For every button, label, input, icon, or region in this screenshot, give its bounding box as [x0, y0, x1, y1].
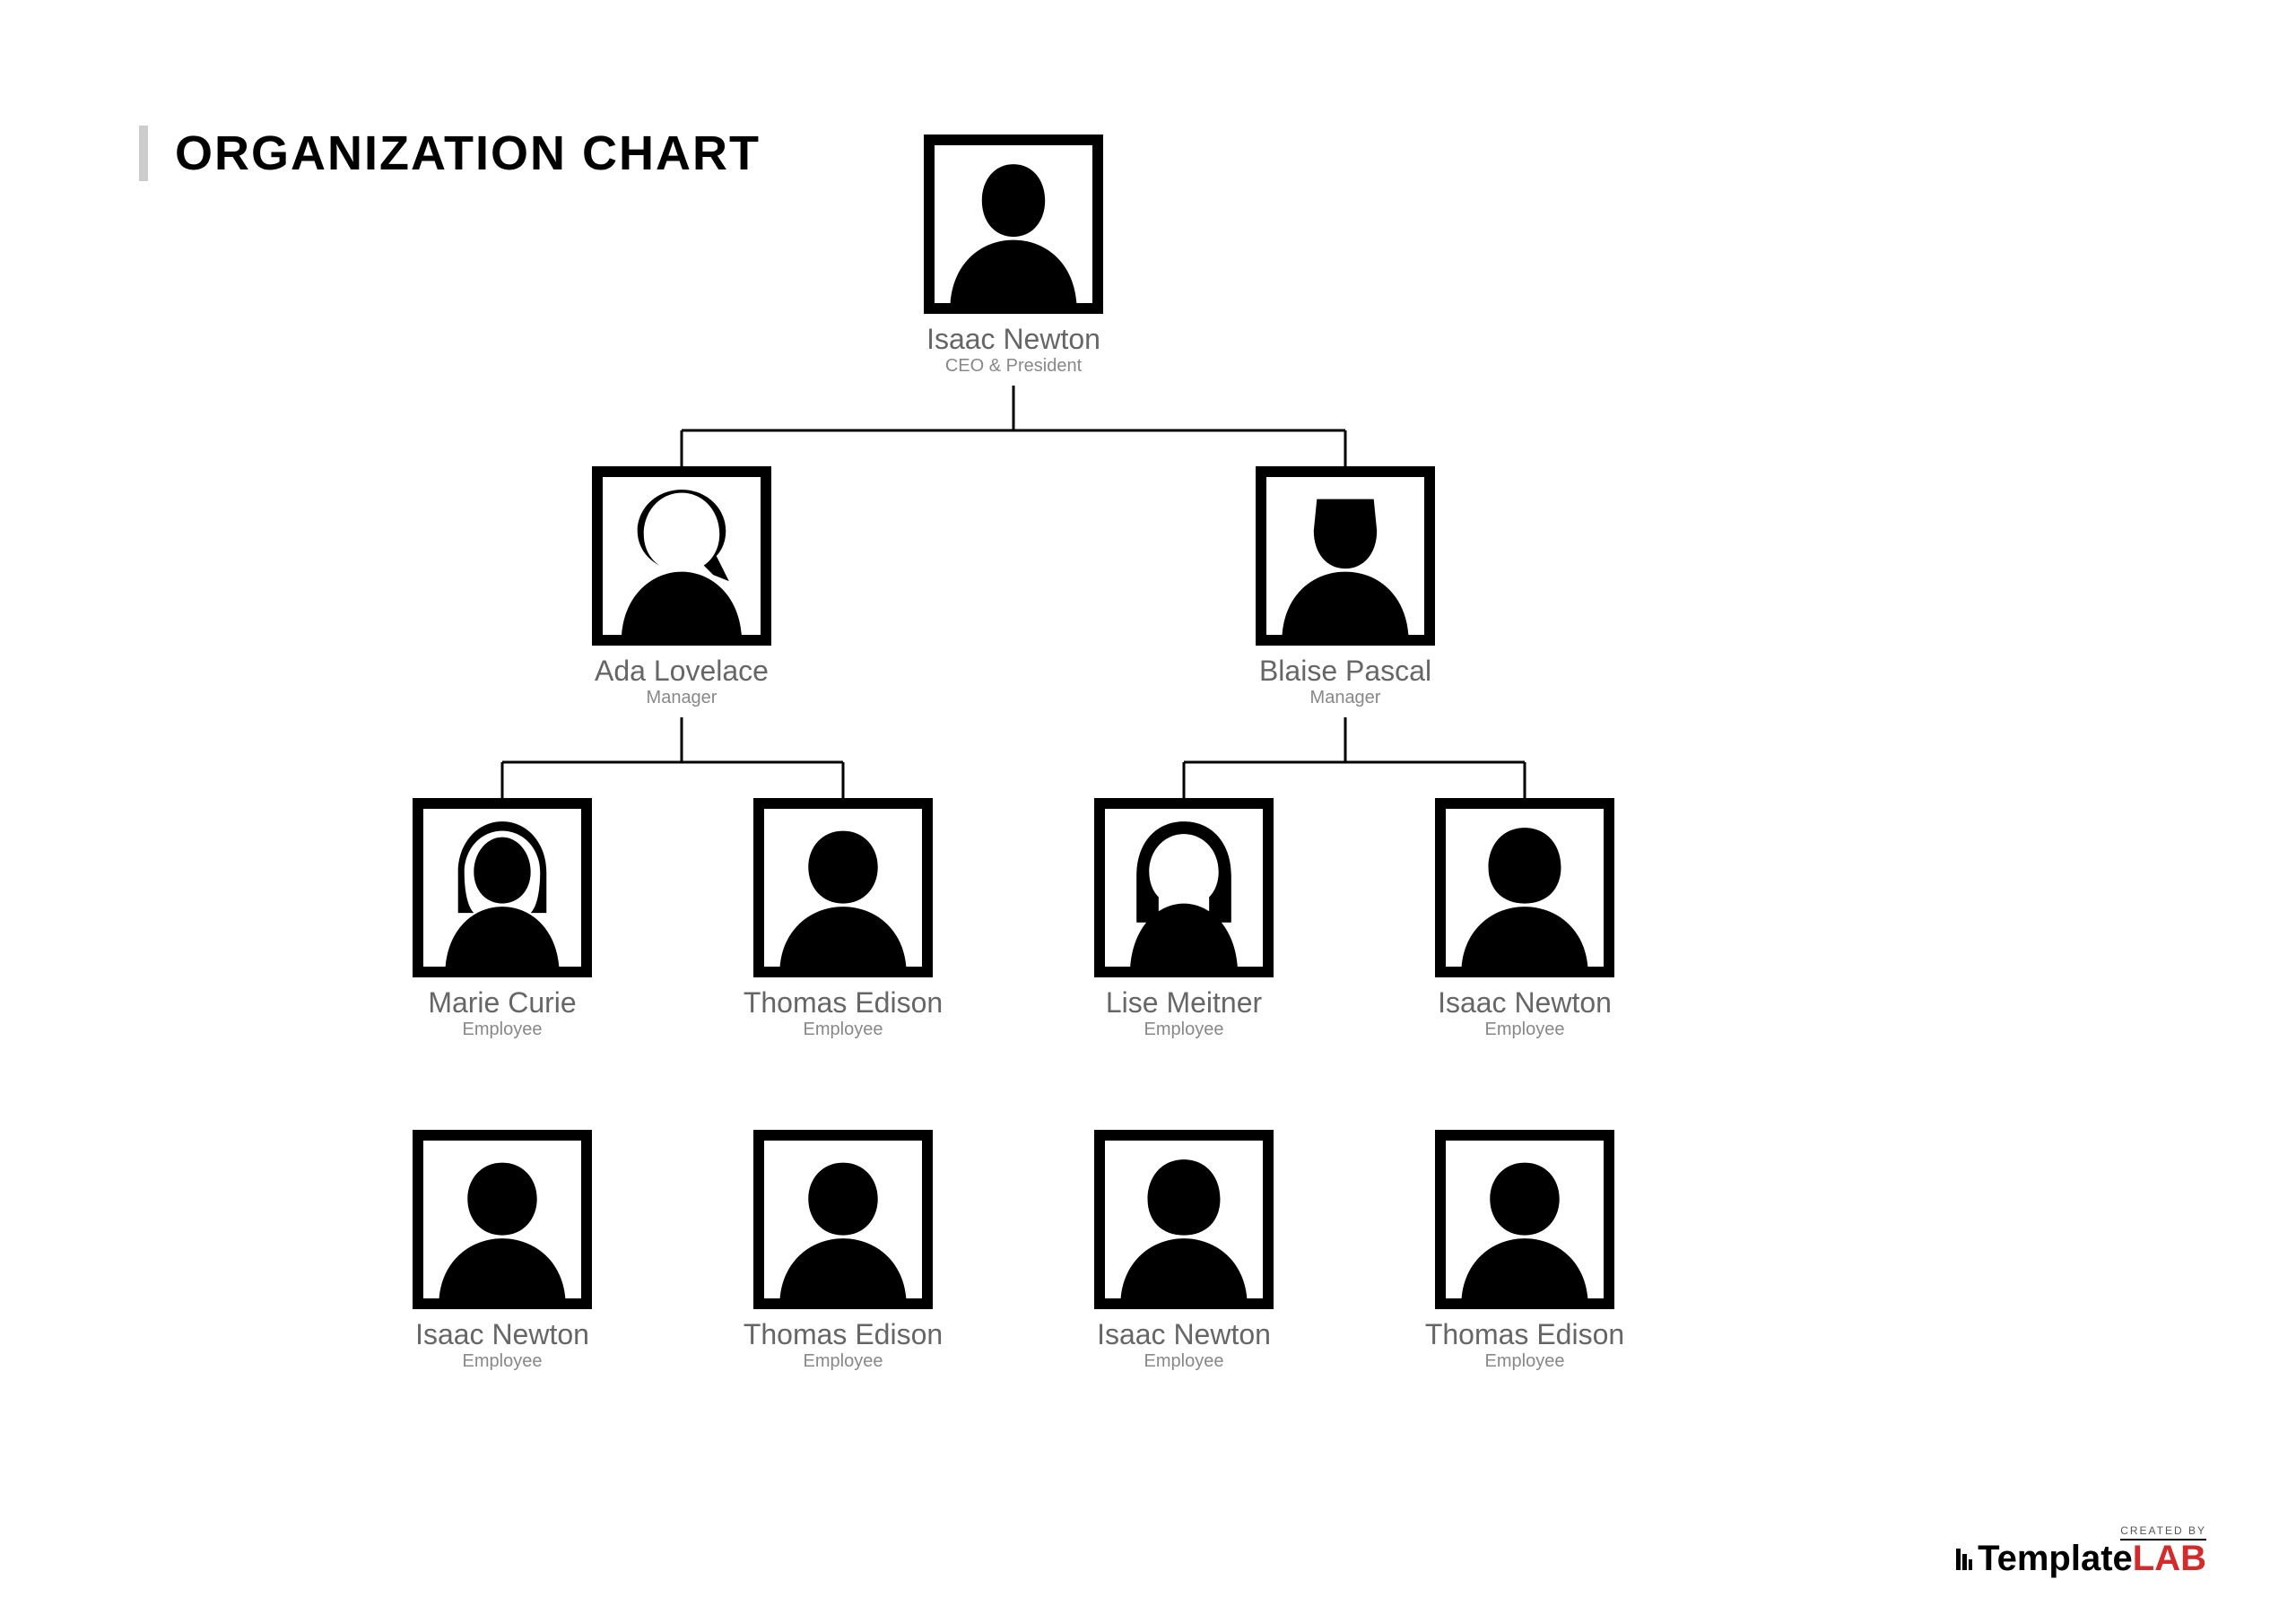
avatar-frame — [1435, 1130, 1614, 1309]
footer-brand: TemplateLAB — [1956, 1541, 2206, 1578]
person-role: Employee — [1390, 1020, 1659, 1040]
org-node-emp_c2: Thomas EdisonEmployee — [709, 1130, 978, 1372]
person-name: Isaac Newton — [1390, 986, 1659, 1020]
avatar-frame — [413, 1130, 592, 1309]
org-node-emp_c3: Isaac NewtonEmployee — [1049, 1130, 1318, 1372]
avatar-silhouette-icon — [1105, 1141, 1263, 1298]
person-name: Isaac Newton — [879, 323, 1148, 356]
org-chart-page: ORGANIZATION CHART Isaac NewtonCEO & Pre… — [0, 0, 2296, 1623]
avatar-silhouette-icon — [1446, 1141, 1604, 1298]
connector-path — [1184, 717, 1525, 798]
person-role: CEO & President — [879, 356, 1148, 377]
org-node-mgr1: Ada LovelaceManager — [547, 466, 816, 708]
person-role: Employee — [1049, 1351, 1318, 1372]
org-node-emp_a1: Marie CurieEmployee — [368, 798, 637, 1040]
connector-path — [682, 386, 1345, 466]
person-name: Isaac Newton — [368, 1318, 637, 1351]
avatar-silhouette-icon — [1446, 809, 1604, 967]
person-role: Manager — [547, 688, 816, 708]
footer-brand-b: LAB — [2133, 1539, 2206, 1578]
person-role: Employee — [368, 1351, 637, 1372]
org-node-emp_b1: Lise MeitnerEmployee — [1049, 798, 1318, 1040]
person-role: Employee — [709, 1020, 978, 1040]
avatar-silhouette-icon — [764, 809, 922, 967]
avatar-silhouette-icon — [603, 477, 761, 635]
org-node-ceo: Isaac NewtonCEO & President — [879, 135, 1148, 377]
org-node-emp_a2: Thomas EdisonEmployee — [709, 798, 978, 1040]
avatar-frame — [1256, 466, 1435, 646]
avatar-silhouette-icon — [423, 1141, 581, 1298]
avatar-silhouette-icon — [1105, 809, 1263, 967]
avatar-frame — [1094, 798, 1274, 977]
person-role: Manager — [1211, 688, 1480, 708]
person-name: Thomas Edison — [1390, 1318, 1659, 1351]
org-node-emp_b2: Isaac NewtonEmployee — [1390, 798, 1659, 1040]
footer-branding: CREATED BY TemplateLAB — [1956, 1523, 2206, 1578]
footer-brand-bar-icon — [1956, 1542, 1972, 1578]
person-name: Marie Curie — [368, 986, 637, 1020]
person-name: Thomas Edison — [709, 1318, 978, 1351]
person-role: Employee — [709, 1351, 978, 1372]
org-node-mgr2: Blaise PascalManager — [1211, 466, 1480, 708]
person-name: Blaise Pascal — [1211, 655, 1480, 688]
footer-brand-a: Template — [1978, 1539, 2133, 1578]
person-role: Employee — [368, 1020, 637, 1040]
avatar-silhouette-icon — [1266, 477, 1424, 635]
person-name: Isaac Newton — [1049, 1318, 1318, 1351]
avatar-silhouette-icon — [764, 1141, 922, 1298]
avatar-frame — [1094, 1130, 1274, 1309]
avatar-frame — [592, 466, 771, 646]
person-role: Employee — [1049, 1020, 1318, 1040]
avatar-frame — [753, 1130, 933, 1309]
org-node-emp_c4: Thomas EdisonEmployee — [1390, 1130, 1659, 1372]
avatar-frame — [1435, 798, 1614, 977]
person-name: Thomas Edison — [709, 986, 978, 1020]
avatar-silhouette-icon — [935, 145, 1092, 303]
page-title-bar: ORGANIZATION CHART — [139, 126, 761, 181]
person-role: Employee — [1390, 1351, 1659, 1372]
person-name: Ada Lovelace — [547, 655, 816, 688]
avatar-frame — [413, 798, 592, 977]
person-name: Lise Meitner — [1049, 986, 1318, 1020]
avatar-silhouette-icon — [423, 809, 581, 967]
org-node-emp_c1: Isaac NewtonEmployee — [368, 1130, 637, 1372]
avatar-frame — [924, 135, 1103, 314]
connector-path — [502, 717, 843, 798]
page-title: ORGANIZATION CHART — [175, 126, 761, 181]
avatar-frame — [753, 798, 933, 977]
